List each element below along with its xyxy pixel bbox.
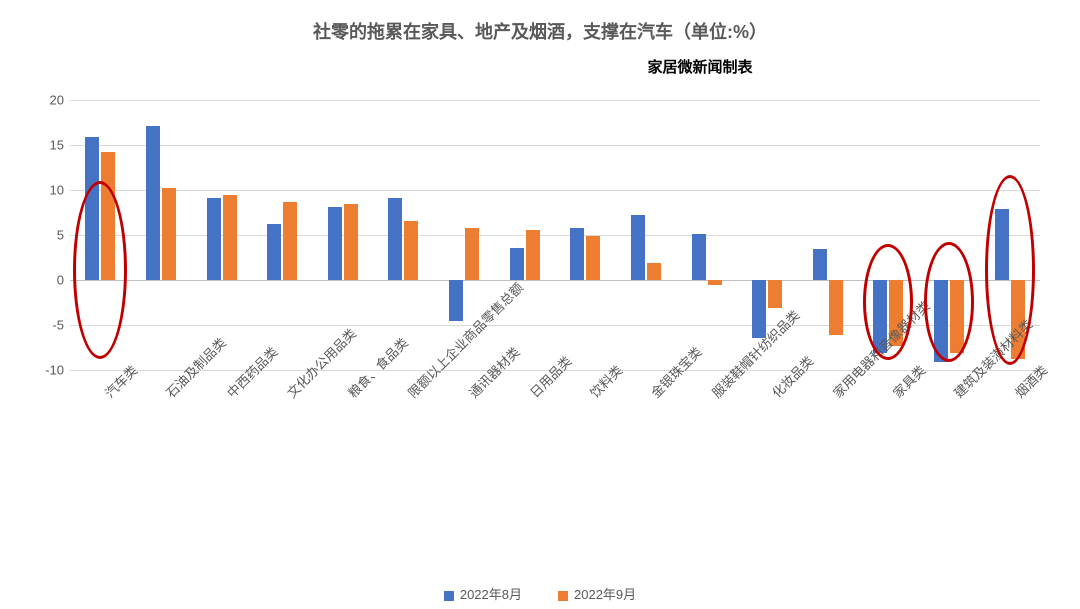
bar — [934, 280, 948, 362]
category-label: 化妆品类 — [767, 388, 780, 401]
category-label: 饮料类 — [585, 388, 598, 401]
bar — [995, 209, 1009, 280]
bar — [631, 215, 645, 280]
chart-subtitle: 家居微新闻制表 — [0, 44, 1080, 77]
gridline — [70, 145, 1040, 146]
category-label: 家用电器和音像器材类 — [828, 388, 841, 401]
legend-swatch — [444, 591, 454, 601]
bar — [328, 207, 342, 280]
bar — [526, 230, 540, 280]
bar — [647, 263, 661, 280]
gridline — [70, 100, 1040, 101]
category-label: 粮食、食品类 — [343, 388, 356, 401]
category-label: 金银珠宝类 — [646, 388, 659, 401]
y-tick-label: 10 — [30, 183, 64, 198]
legend-item: 2022年9月 — [558, 584, 636, 603]
category-label: 石油及制品类 — [161, 388, 174, 401]
category-label: 通讯器材类 — [464, 388, 477, 401]
y-tick-label: 15 — [30, 138, 64, 153]
legend-label: 2022年8月 — [460, 587, 522, 602]
category-label: 限额以上企业商品零售总额 — [403, 388, 416, 401]
gridline — [70, 190, 1040, 191]
bar — [570, 228, 584, 280]
legend: 2022年8月 2022年9月 — [0, 584, 1080, 603]
category-label: 中西药品类 — [222, 388, 235, 401]
bar — [207, 198, 221, 280]
bar — [344, 204, 358, 281]
category-label: 汽车类 — [100, 388, 113, 401]
category-label: 日用品类 — [525, 388, 538, 401]
category-label: 文化办公用品类 — [282, 388, 295, 401]
category-label: 家具类 — [888, 388, 901, 401]
bar — [404, 221, 418, 280]
legend-swatch — [558, 591, 568, 601]
y-tick-label: -5 — [30, 318, 64, 333]
bar — [162, 188, 176, 280]
bar — [950, 280, 964, 353]
y-tick-label: 20 — [30, 93, 64, 108]
bar — [388, 198, 402, 280]
bar — [586, 236, 600, 280]
bar — [829, 280, 843, 335]
bar — [813, 249, 827, 280]
bar — [101, 152, 115, 280]
chart-title: 社零的拖累在家具、地产及烟酒，支撑在汽车（单位:%） — [0, 0, 1080, 44]
legend-label: 2022年9月 — [574, 587, 636, 602]
bar — [708, 280, 722, 285]
bar — [510, 248, 524, 280]
legend-item: 2022年8月 — [444, 584, 522, 603]
bar — [85, 137, 99, 280]
y-tick-label: 5 — [30, 228, 64, 243]
category-label: 建筑及装潢材料类 — [949, 388, 962, 401]
y-tick-label: -10 — [30, 363, 64, 378]
bar — [267, 224, 281, 280]
bar — [752, 280, 766, 338]
bar — [768, 280, 782, 308]
bar — [223, 195, 237, 280]
bar — [449, 280, 463, 321]
y-tick-label: 0 — [30, 273, 64, 288]
bar — [146, 126, 160, 280]
chart-container: -10-505101520 汽车类石油及制品类中西药品类文化办公用品类粮食、食品… — [30, 100, 1050, 540]
bar — [465, 228, 479, 280]
bar — [692, 234, 706, 280]
category-label: 烟酒类 — [1010, 388, 1023, 401]
bar — [283, 202, 297, 280]
category-label: 服装鞋帽针纺织品类 — [707, 388, 720, 401]
